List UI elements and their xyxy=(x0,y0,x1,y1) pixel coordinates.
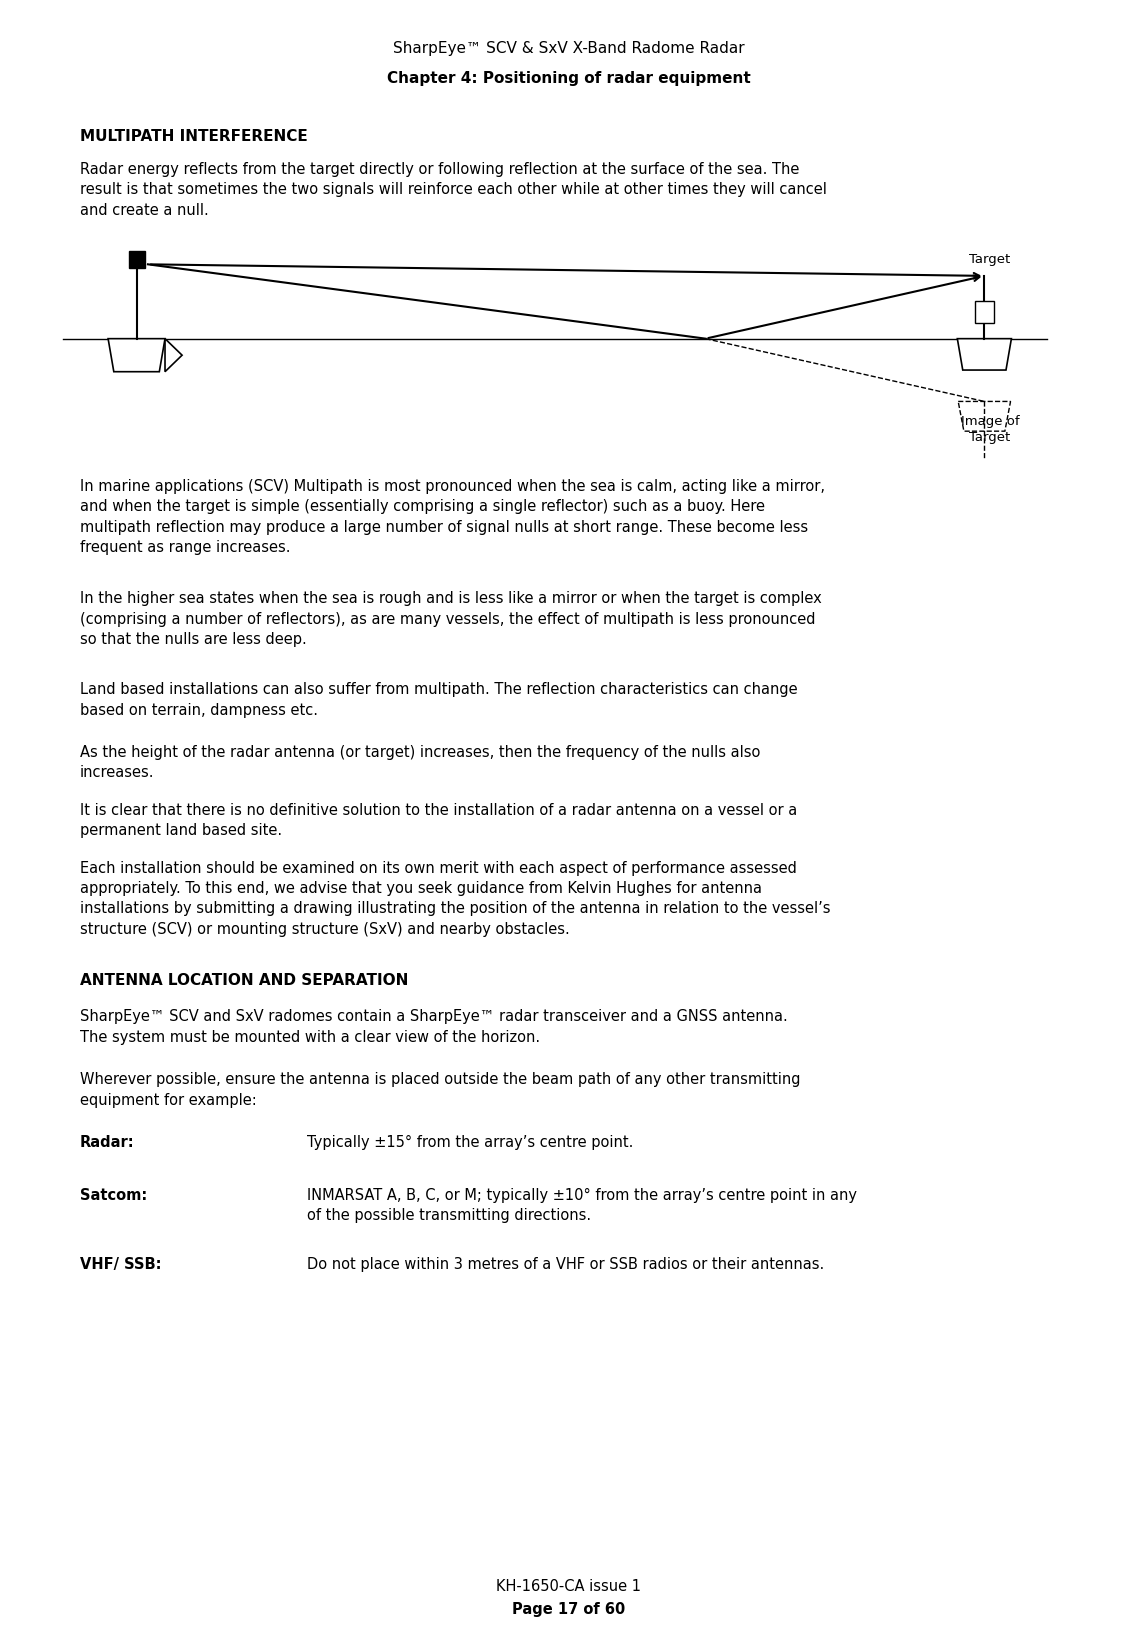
Text: Radar:: Radar: xyxy=(80,1135,134,1150)
Text: Typically ±15° from the array’s centre point.: Typically ±15° from the array’s centre p… xyxy=(307,1135,634,1150)
Text: Do not place within 3 metres of a VHF or SSB radios or their antennas.: Do not place within 3 metres of a VHF or… xyxy=(307,1257,825,1272)
Text: ANTENNA LOCATION AND SEPARATION: ANTENNA LOCATION AND SEPARATION xyxy=(80,973,409,988)
Text: INMARSAT A, B, C, or M; typically ±10° from the array’s centre point in any
of t: INMARSAT A, B, C, or M; typically ±10° f… xyxy=(307,1188,857,1222)
Text: Page 17 of 60: Page 17 of 60 xyxy=(512,1602,626,1617)
Text: Chapter 4: Positioning of radar equipment: Chapter 4: Positioning of radar equipmen… xyxy=(387,71,751,86)
Polygon shape xyxy=(974,301,995,324)
Text: Land based installations can also suffer from multipath. The reflection characte: Land based installations can also suffer… xyxy=(80,682,798,717)
Text: SharpEye™ SCV & SxV X-Band Radome Radar: SharpEye™ SCV & SxV X-Band Radome Radar xyxy=(394,41,744,56)
Text: Each installation should be examined on its own merit with each aspect of perfor: Each installation should be examined on … xyxy=(80,861,830,937)
Polygon shape xyxy=(108,339,165,372)
Text: Satcom:: Satcom: xyxy=(80,1188,147,1203)
Text: As the height of the radar antenna (or target) increases, then the frequency of : As the height of the radar antenna (or t… xyxy=(80,745,760,780)
Text: In the higher sea states when the sea is rough and is less like a mirror or when: In the higher sea states when the sea is… xyxy=(80,591,822,648)
Polygon shape xyxy=(165,339,182,372)
Text: Target: Target xyxy=(970,253,1011,266)
Text: Image of
Target: Image of Target xyxy=(960,415,1020,444)
Text: SharpEye™ SCV and SxV radomes contain a SharpEye™ radar transceiver and a GNSS a: SharpEye™ SCV and SxV radomes contain a … xyxy=(80,1009,787,1044)
Text: KH-1650-CA issue 1: KH-1650-CA issue 1 xyxy=(496,1579,642,1594)
Polygon shape xyxy=(957,339,1012,370)
Text: MULTIPATH INTERFERENCE: MULTIPATH INTERFERENCE xyxy=(80,129,307,144)
Text: It is clear that there is no definitive solution to the installation of a radar : It is clear that there is no definitive … xyxy=(80,803,797,838)
Text: In marine applications (SCV) Multipath is most pronounced when the sea is calm, : In marine applications (SCV) Multipath i… xyxy=(80,479,825,555)
Text: Wherever possible, ensure the antenna is placed outside the beam path of any oth: Wherever possible, ensure the antenna is… xyxy=(80,1072,800,1107)
Polygon shape xyxy=(129,251,145,268)
Text: VHF/ SSB:: VHF/ SSB: xyxy=(80,1257,162,1272)
Text: Radar energy reflects from the target directly or following reflection at the su: Radar energy reflects from the target di… xyxy=(80,162,826,218)
